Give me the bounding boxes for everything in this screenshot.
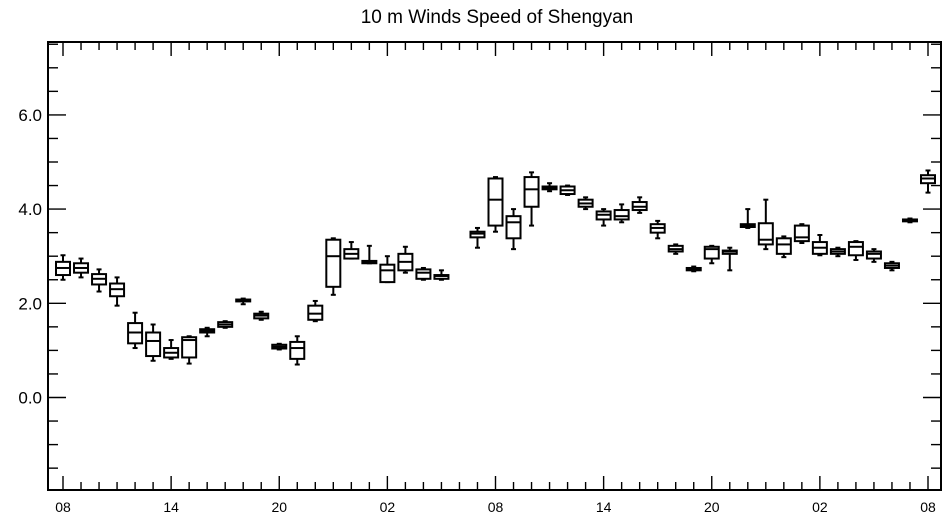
box-iqr <box>523 176 540 208</box>
x-tick-label: 08 <box>920 499 936 515</box>
box-iqr <box>325 238 342 288</box>
box-iqr <box>847 241 864 257</box>
x-tick-label: 20 <box>704 499 720 515</box>
box-iqr <box>487 177 504 227</box>
box-iqr <box>703 245 720 260</box>
y-tick-label: 6.0 <box>18 106 42 125</box>
box-iqr <box>415 268 432 280</box>
box-iqr <box>181 336 198 359</box>
y-tick-label: 4.0 <box>18 200 42 219</box>
x-tick-label: 08 <box>55 499 71 515</box>
box-iqr <box>865 250 882 260</box>
x-tick-label: 02 <box>812 499 828 515</box>
x-tick-label: 02 <box>380 499 396 515</box>
x-tick-label: 14 <box>596 499 612 515</box>
plot-frame <box>47 41 942 491</box>
x-tick-label: 08 <box>488 499 504 515</box>
box-iqr <box>379 263 396 284</box>
box-iqr <box>145 331 162 358</box>
box-iqr <box>613 209 630 221</box>
x-tick-label: 20 <box>271 499 287 515</box>
box-iqr <box>289 340 306 360</box>
x-tick-label: 14 <box>163 499 179 515</box>
box-iqr <box>505 215 522 240</box>
chart-title: 10 m Winds Speed of Shengyan <box>361 7 634 28</box>
plot-area: 0.0 2.0 4.0 6.0 08 14 20 02 08 14 20 02 08 <box>18 42 941 515</box>
y-tick-label: 0.0 <box>18 389 42 408</box>
y-tick-label: 2.0 <box>18 294 42 313</box>
box-iqr <box>757 222 774 246</box>
box-iqr <box>775 237 792 255</box>
box-iqr <box>793 224 810 243</box>
